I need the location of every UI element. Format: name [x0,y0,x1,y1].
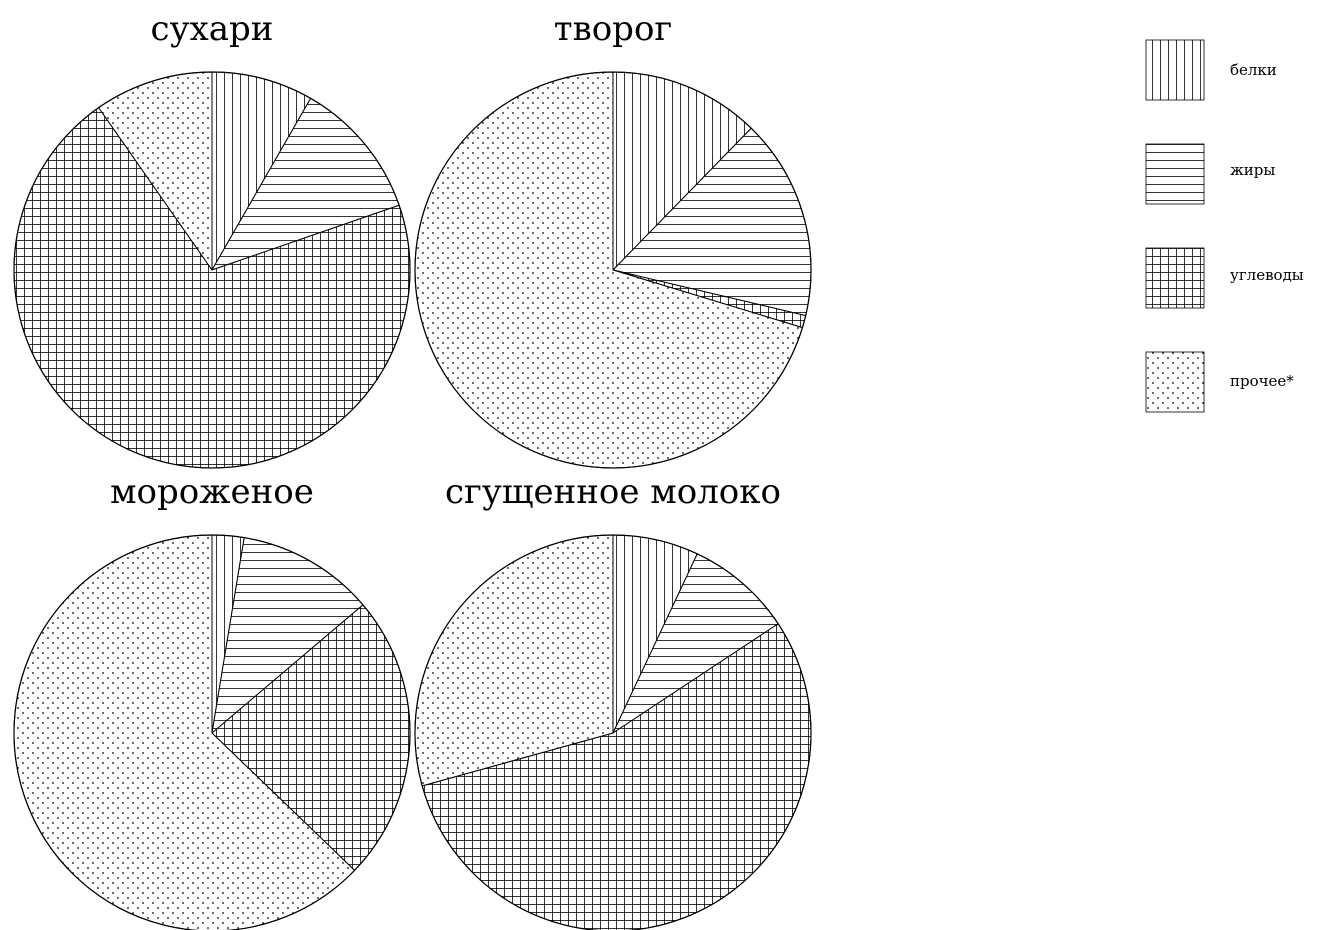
chart-title-morozhenoe: мороженое [110,472,314,512]
pie-outline [13,534,411,930]
pie-outline [13,71,411,469]
pie-tvorog [414,71,812,469]
pie-outline [414,534,812,930]
legend-label-prochee: прочее* [1230,372,1294,390]
legend: белки жиры углеводы прочее* [1145,39,1304,413]
chart-title-tvorog: творог [554,9,672,49]
legend-swatch-grid [1145,247,1205,309]
legend-item-uglevody: углеводы [1145,247,1304,309]
legend-item-zhiry: жиры [1145,143,1275,205]
legend-swatch-vertical-lines [1145,39,1205,101]
pie-suhari [13,71,411,469]
legend-label-uglevody: углеводы [1230,266,1304,284]
pie-morozhenoe [13,534,411,930]
legend-label-belki: белки [1230,61,1277,79]
pie-outline [414,71,812,469]
legend-swatch-dots [1145,351,1205,413]
legend-item-prochee: прочее* [1145,351,1294,413]
legend-label-zhiry: жиры [1230,161,1275,179]
legend-item-belki: белки [1145,39,1277,101]
legend-swatch-horizontal-lines [1145,143,1205,205]
pie-sgushchennoe-moloko [414,534,812,930]
chart-title-sgushchennoe-moloko: сгущенное молоко [445,472,781,512]
chart-title-suhari: сухари [151,9,274,49]
